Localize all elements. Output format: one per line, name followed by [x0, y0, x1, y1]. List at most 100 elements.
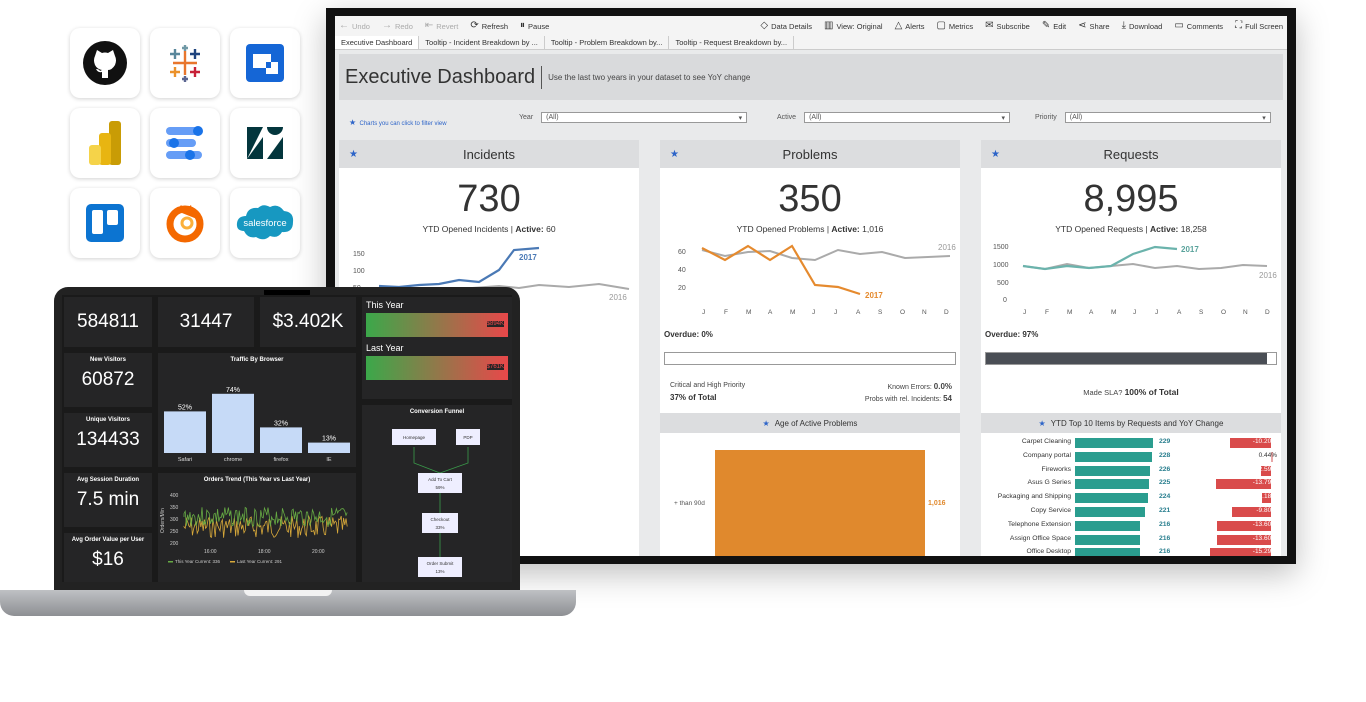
svg-text:Order Submit: Order Submit [427, 561, 455, 566]
month-tick: M [790, 309, 795, 316]
month-tick: F [724, 309, 728, 316]
this-year-value: $894K [486, 321, 504, 327]
tab-problem-tooltip[interactable]: Tooltip - Problem Breakdown by... [545, 36, 670, 49]
top-items-chart[interactable]: Carpet Cleaning 229 -10.20% Company portal 2… [981, 436, 1281, 556]
view-button[interactable]: ▥ View: Original [823, 20, 883, 31]
label-2016: 2016 [1259, 271, 1277, 280]
browser-name: firefox [274, 457, 289, 463]
series-2017-line [378, 246, 540, 289]
star-icon: ★ [349, 118, 357, 127]
subscribe-button[interactable]: ✉ Subscribe [985, 20, 1030, 31]
browser-name: IE [326, 457, 332, 463]
item-change-bar [1216, 534, 1271, 545]
month-tick: M [1067, 309, 1072, 316]
funnel-step [418, 473, 462, 493]
item-count: 224 [1159, 493, 1171, 501]
item-count-bar [1075, 451, 1152, 462]
problems-subtitle: YTD Opened Problems | Active: 1,016 [736, 224, 884, 234]
item-name: Copy Service [1030, 506, 1071, 514]
metrics-button[interactable]: ▢ Metrics [936, 20, 974, 31]
undo-icon: ← [339, 20, 349, 31]
svg-text:13%: 13% [435, 569, 444, 574]
top-item-row[interactable]: Carpet Cleaning 229 -10.20% [981, 436, 1281, 450]
month-tick: J [812, 309, 815, 316]
tab-request-tooltip[interactable]: Tooltip - Request Breakdown by... [669, 36, 795, 49]
edit-button[interactable]: ✎ Edit [1041, 20, 1067, 31]
last-year-label: Last Year [366, 343, 404, 353]
item-change: -10.20% [1252, 438, 1277, 445]
month-tick: A [856, 309, 861, 316]
svg-text:Homepage: Homepage [403, 435, 426, 440]
item-name: Assign Office Space [1009, 534, 1071, 542]
refresh-button[interactable]: ⟳ Refresh [470, 20, 509, 31]
browser-chart-card: Traffic By Browser 52% Safari 74% chrome 32%… [158, 353, 356, 467]
comments-button[interactable]: ▭ Comments [1174, 20, 1224, 31]
metrics-icon: ▢ [936, 20, 946, 31]
browser-pct: 32% [274, 420, 288, 427]
y-tick: 0 [1003, 297, 1007, 304]
pause-button[interactable]: ⏸ Pause [520, 20, 550, 31]
requests-overdue: Overdue: 97% [985, 330, 1039, 339]
funnel-step [418, 557, 462, 577]
monitor-frame: ← Undo → Redo ⇤ Revert ⟳ Refresh ⏸ Pause ◇ Dat… [326, 8, 1296, 564]
grafana-logo-tile [150, 188, 220, 258]
star-icon: ★ [1038, 418, 1046, 428]
problems-trend-chart[interactable]: 60 40 20 2017 2016 J F M A M J J A S O N D [660, 238, 960, 328]
alerts-button[interactable]: △ Alerts [894, 20, 925, 31]
month-tick: A [1177, 309, 1182, 316]
y-tick: 100 [353, 268, 365, 275]
top-item-row[interactable]: Office Desktop 216 -15.29% [981, 546, 1281, 556]
conversion-funnel-card: Conversion Funnel Homepage PDP Add To Ca… [362, 405, 512, 582]
redo-button[interactable]: → Redo [381, 20, 413, 31]
month-tick: J [1133, 309, 1136, 316]
browser-pct: 13% [322, 436, 336, 443]
item-name: Telephone Extension [1007, 520, 1071, 528]
item-name: Fireworks [1041, 465, 1071, 473]
age-value: 1,016 [928, 500, 946, 507]
label-2016: 2016 [938, 243, 956, 252]
revert-button[interactable]: ⇤ Revert [424, 20, 459, 31]
active-select[interactable]: (All) ▾ [804, 112, 1011, 123]
data-details-button[interactable]: ◇ Data Details [760, 20, 812, 31]
tab-incident-tooltip[interactable]: Tooltip - Incident Breakdown by ... [419, 36, 545, 49]
month-tick: N [922, 309, 927, 316]
orders-y-label: Orders/Min [160, 508, 166, 533]
requests-overdue-bar [985, 352, 1277, 365]
month-tick: J [834, 309, 837, 316]
top-item-row[interactable]: Telephone Extension 216 -13.60% [981, 519, 1281, 533]
year-select[interactable]: (All) ▾ [541, 112, 748, 123]
priority-select[interactable]: (All) ▾ [1064, 112, 1271, 123]
download-icon: ⤓ [1121, 20, 1126, 31]
browser-bar-chart[interactable]: 52% Safari 74% chrome 32% firefox 13% IE [158, 365, 356, 465]
tab-executive-dashboard[interactable]: Executive Dashboard [335, 36, 420, 49]
top-item-row[interactable]: Fireworks 226 -2.59% [981, 464, 1281, 478]
undo-button[interactable]: ← Undo [339, 20, 370, 31]
orders-chart-title: Orders Trend (This Year vs Last Year) [203, 477, 311, 483]
requests-panel[interactable]: ★ Requests 8,995 YTD Opened Requests | Ac… [981, 140, 1281, 556]
age-bar[interactable] [715, 450, 925, 556]
download-button[interactable]: ⤓ Download [1121, 20, 1163, 31]
top-item-row[interactable]: Assign Office Space 216 -13.60% [981, 533, 1281, 547]
age-label: + than 90d [674, 500, 705, 507]
item-count: 221 [1159, 506, 1171, 514]
funnel-title: Conversion Funnel [409, 409, 465, 415]
zendesk-logo-icon [247, 127, 283, 159]
toolbar: ← Undo → Redo ⇤ Revert ⟳ Refresh ⏸ Pause ◇ Dat… [335, 16, 1287, 36]
share-button[interactable]: ⋖ Share [1078, 20, 1110, 31]
funnel-step [456, 429, 480, 445]
series-2017-line [1022, 245, 1178, 271]
item-change-bar [1215, 479, 1271, 490]
month-tick: M [1111, 309, 1116, 316]
top-item-row[interactable]: Copy Service 221 -9.80% [981, 505, 1281, 519]
problems-overdue: Overdue: 0% [664, 330, 713, 339]
top-item-row[interactable]: Company portal 228 0.44% [981, 450, 1281, 464]
problems-panel[interactable]: ★ Problems 350 YTD Opened Problems | Acti… [660, 140, 960, 556]
orders-trend-chart[interactable]: Orders/Min 400 350 300 250 200 16:00 18:… [158, 483, 356, 581]
browser-bar [260, 427, 302, 453]
fullscreen-button[interactable]: ⛶ Full Screen [1235, 20, 1283, 31]
top-item-row[interactable]: Packaging and Shipping 224 -2.18% [981, 491, 1281, 505]
series-2017-line [701, 244, 861, 296]
top-item-row[interactable]: Asus G Series 225 -13.79% [981, 477, 1281, 491]
requests-trend-chart[interactable]: 1500 1000 500 0 2017 2016 J F M A M J J A S O N D [981, 238, 1281, 328]
